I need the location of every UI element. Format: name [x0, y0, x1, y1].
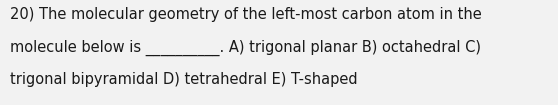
Text: 20) The molecular geometry of the left-most carbon atom in the: 20) The molecular geometry of the left-m… — [10, 7, 482, 22]
Text: molecule below is __________. A) trigonal planar B) octahedral C): molecule below is __________. A) trigona… — [10, 40, 481, 56]
Text: trigonal bipyramidal D) tetrahedral E) T-shaped: trigonal bipyramidal D) tetrahedral E) T… — [10, 72, 358, 87]
